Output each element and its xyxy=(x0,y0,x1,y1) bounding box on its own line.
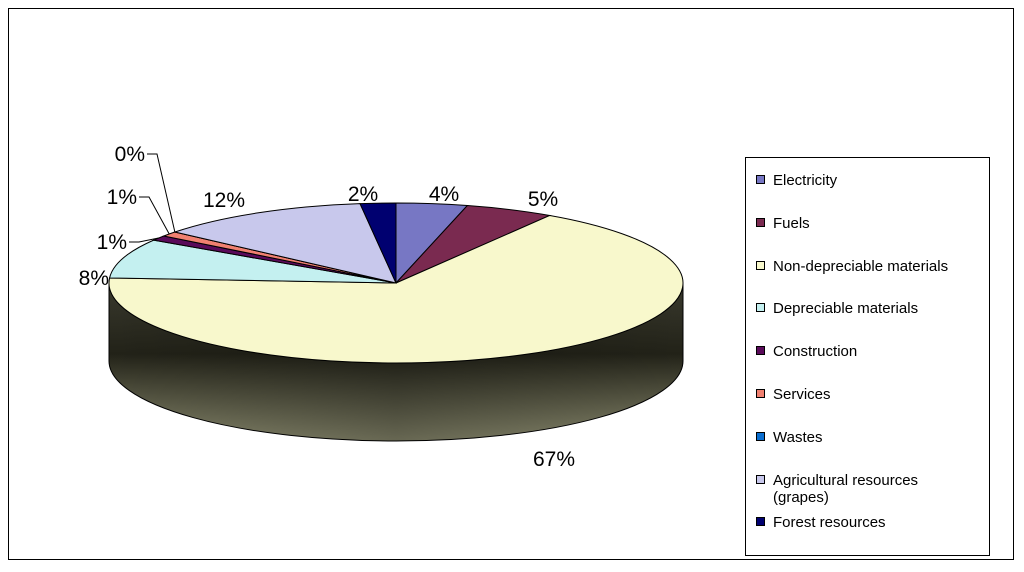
pie-label-construction: 1% xyxy=(97,231,127,254)
legend-label: Services xyxy=(773,386,831,403)
pie-label-services: 1% xyxy=(107,186,137,209)
pie-label-depreciable-materials: 8% xyxy=(79,267,109,290)
legend-label: Forest resources xyxy=(773,514,886,532)
pie-slice-agricultural-resources-grapes xyxy=(173,203,397,284)
pie-leaders xyxy=(129,153,176,243)
pie-label-forest-resources: 2% xyxy=(348,183,378,206)
legend-swatch xyxy=(756,346,765,356)
legend-swatch xyxy=(756,431,765,441)
legend-swatch xyxy=(756,517,765,527)
pie-chart: 4% 5% 67% 8% 1% 1% 0% 12% 2% xyxy=(79,143,684,471)
pie-label-electricity: 4% xyxy=(429,183,459,206)
legend-label: Fuels xyxy=(773,214,810,232)
legend-label: Wastes xyxy=(773,428,823,446)
pie-top xyxy=(108,202,684,364)
legend-label: Non-depreciable materials xyxy=(773,257,949,275)
pie-label-agricultural-resources-grapes: 12% xyxy=(203,189,245,212)
legend-label: Agricultural resources (grapes) xyxy=(773,471,919,506)
pie-slice-non-depreciable-materials xyxy=(108,214,684,364)
legend-label: Depreciable materials xyxy=(773,300,919,318)
legend-swatch xyxy=(756,260,765,270)
pie-slice-depreciable-materials xyxy=(108,239,397,284)
pie-leader-services xyxy=(139,196,170,235)
legend-swatch xyxy=(756,474,765,484)
pie-side-shade xyxy=(109,283,683,441)
legend-swatch xyxy=(756,175,765,184)
legend-swatch xyxy=(756,389,765,398)
legend: Electricity Fuels Non-depreciable material… xyxy=(745,157,990,556)
pie-label-wastes: 0% xyxy=(115,143,145,166)
pie-slice-forest-resources xyxy=(359,202,397,284)
pie-labels: 4% 5% 67% 8% 1% 1% 0% 12% 2% xyxy=(79,143,575,471)
pie-label-fuels: 5% xyxy=(528,188,558,211)
legend-swatch xyxy=(756,217,765,227)
pie-leader-construction xyxy=(129,237,159,243)
chart-frame: 4% 5% 67% 8% 1% 1% 0% 12% 2% Electricity Fuels Non… xyxy=(8,8,1014,560)
pie-label-non-depreciable-materials: 67% xyxy=(533,448,575,471)
pie-leader-wastes xyxy=(147,153,176,233)
legend-label: Electricity xyxy=(773,172,838,189)
legend-label: Construction xyxy=(773,343,858,361)
legend-swatch xyxy=(756,303,765,313)
